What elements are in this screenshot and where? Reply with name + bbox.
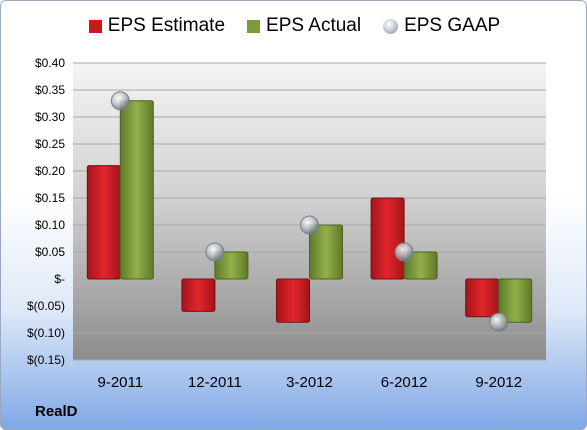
bar-eps-actual xyxy=(403,251,438,280)
gaap-points xyxy=(110,91,509,332)
point-eps-gaap xyxy=(110,91,130,111)
y-tick-label: $- xyxy=(54,272,65,286)
bar-eps-actual xyxy=(498,278,533,323)
legend-label-eps-gaap: EPS GAAP xyxy=(404,15,501,36)
y-tick-label: $0.15 xyxy=(35,191,65,205)
legend-item-eps-estimate: EPS Estimate xyxy=(88,15,226,37)
point-eps-gaap xyxy=(300,215,319,235)
legend-swatch-eps-estimate xyxy=(88,19,102,33)
bars xyxy=(86,100,533,323)
company-name: RealD xyxy=(35,403,78,420)
x-axis-ticks: 9-2011 12-2011 3-2012 6-2012 9-2012 xyxy=(98,374,523,391)
legend-swatch-eps-gaap xyxy=(383,18,399,34)
bar-eps-actual xyxy=(119,100,154,280)
y-tick-label: $(0.05) xyxy=(27,299,65,313)
legend: EPS Estimate EPS Actual EPS GAAP xyxy=(1,15,586,37)
y-tick-label: $(0.15) xyxy=(27,353,65,367)
x-tick-label: 3-2012 xyxy=(286,374,333,391)
y-tick-label: $0.20 xyxy=(35,164,65,178)
point-eps-gaap xyxy=(489,312,509,332)
y-tick-label: $(0.10) xyxy=(27,326,65,340)
legend-swatch-eps-actual xyxy=(247,19,261,33)
bar-eps-estimate xyxy=(370,197,405,280)
x-tick-label: 9-2011 xyxy=(98,374,144,391)
x-tick-label: 6-2012 xyxy=(381,374,428,391)
y-tick-label: $0.30 xyxy=(35,110,65,124)
bar-eps-estimate xyxy=(181,278,216,312)
bar-eps-estimate xyxy=(465,278,500,318)
point-eps-gaap xyxy=(205,242,225,262)
y-tick-label: $0.25 xyxy=(35,137,65,151)
x-tick-label: 12-2011 xyxy=(188,374,242,391)
bar-eps-estimate xyxy=(86,165,121,280)
x-tick-label: 9-2012 xyxy=(475,374,522,391)
legend-item-eps-actual: EPS Actual xyxy=(247,15,361,37)
legend-label-eps-estimate: EPS Estimate xyxy=(107,15,226,36)
point-eps-gaap xyxy=(394,242,414,262)
y-tick-label: $0.35 xyxy=(35,83,65,97)
legend-item-eps-gaap: EPS GAAP xyxy=(383,15,500,37)
bar-eps-actual xyxy=(309,224,343,280)
y-axis-ticks: $0.40 $0.35 $0.30 $0.25 $0.20 $0.15 $0.10 $0.05… xyxy=(27,56,65,367)
bar-eps-actual xyxy=(214,251,249,280)
legend-label-eps-actual: EPS Actual xyxy=(266,15,362,36)
y-tick-label: $0.10 xyxy=(35,218,65,232)
y-tick-label: $0.05 xyxy=(35,245,65,259)
y-tick-label: $0.40 xyxy=(35,56,65,70)
bar-eps-estimate xyxy=(276,278,310,323)
